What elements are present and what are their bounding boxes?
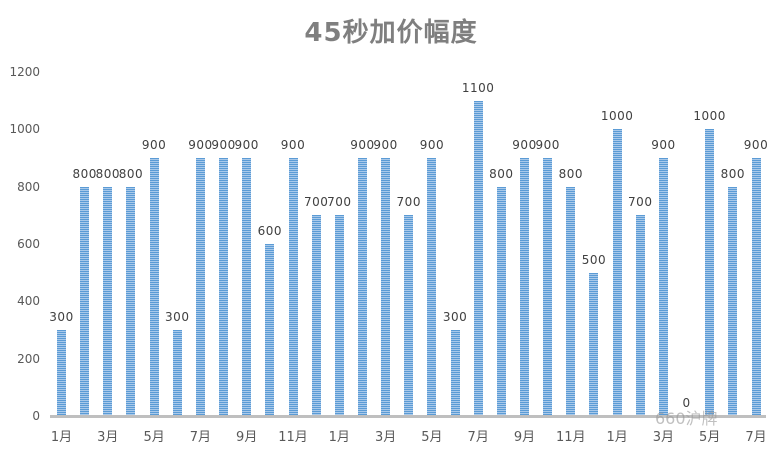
x-tick-label: 3月	[374, 430, 397, 445]
bar	[219, 158, 229, 416]
data-label: 300	[442, 310, 468, 324]
bar	[496, 186, 506, 416]
bar	[57, 330, 66, 416]
bar	[543, 158, 553, 416]
data-label: 800	[720, 166, 746, 181]
data-label: 1000	[693, 109, 726, 124]
bar	[103, 186, 113, 416]
bar	[334, 215, 344, 416]
bar	[751, 158, 761, 416]
y-tick-label: 1200	[9, 65, 40, 79]
data-label: 1100	[461, 80, 495, 95]
y-tick-label: 400	[17, 294, 40, 309]
bar	[288, 158, 298, 416]
data-label: 800	[95, 166, 120, 181]
bar	[80, 186, 90, 416]
data-label: 900	[373, 138, 398, 152]
x-tick-label: 1月	[50, 430, 73, 445]
y-tick-label: 0	[32, 409, 40, 423]
data-label: 800	[558, 166, 583, 181]
data-label: 700	[303, 195, 329, 210]
data-label: 900	[280, 138, 306, 152]
y-tick-label: 200	[17, 351, 40, 366]
data-label: 900	[743, 138, 769, 152]
data-label: 300	[49, 310, 74, 324]
bar	[126, 186, 136, 416]
x-tick-label: 7月	[467, 430, 489, 445]
data-label: 600	[257, 224, 283, 238]
y-tick-label: 800	[17, 179, 40, 194]
data-label: 900	[350, 138, 375, 152]
data-label: 900	[651, 138, 676, 152]
watermark: 660沪牌	[655, 409, 718, 428]
data-label: 900	[419, 138, 445, 152]
x-axis-line	[50, 415, 766, 418]
bar	[265, 244, 275, 416]
chart-title: 45秒加价幅度	[304, 18, 478, 48]
x-tick-label: 11月	[278, 430, 308, 445]
bar	[473, 100, 483, 416]
data-label: 900	[512, 138, 537, 152]
data-label: 900	[234, 138, 259, 152]
data-label: 900	[188, 138, 213, 152]
data-label: 700	[396, 195, 421, 210]
x-tick-label: 5月	[143, 430, 165, 445]
bar	[728, 186, 738, 416]
bar	[612, 129, 622, 416]
bar	[195, 158, 205, 416]
x-tick-label: 1月	[328, 430, 350, 445]
bar	[404, 215, 414, 416]
data-label: 900	[141, 138, 167, 152]
data-label: 700	[628, 195, 653, 210]
bar	[520, 158, 529, 416]
y-tick-label: 1000	[9, 122, 40, 137]
bar	[427, 158, 437, 416]
x-tick-label: 5月	[421, 430, 443, 445]
bar	[566, 186, 576, 416]
bar	[705, 129, 715, 416]
x-tick-label: 9月	[236, 430, 258, 445]
data-label: 900	[211, 138, 236, 152]
x-tick-label: 9月	[513, 430, 536, 445]
bar	[589, 272, 599, 416]
data-label: 300	[165, 310, 190, 324]
y-tick-label: 600	[17, 237, 40, 251]
data-label: 800	[72, 166, 97, 181]
bar	[635, 215, 645, 416]
data-label: 500	[581, 252, 607, 267]
data-label: 1000	[600, 109, 634, 124]
bar	[450, 330, 460, 416]
bar	[357, 158, 367, 416]
x-tick-label: 3月	[652, 430, 675, 445]
data-label: 800	[118, 166, 144, 181]
bar	[172, 330, 182, 416]
data-label: 800	[489, 166, 514, 181]
data-label: 0	[682, 396, 691, 410]
x-tick-label: 5月	[699, 430, 721, 445]
x-tick-label: 11月	[556, 430, 586, 445]
bar	[658, 158, 668, 416]
data-label: 900	[535, 138, 560, 152]
x-tick-label: 7月	[745, 430, 767, 445]
bar	[242, 158, 252, 416]
x-tick-label: 7月	[189, 430, 212, 445]
data-label: 700	[327, 195, 352, 210]
x-tick-label: 1月	[606, 430, 628, 445]
bar	[311, 215, 321, 416]
x-tick-label: 3月	[97, 430, 119, 445]
bar	[149, 158, 159, 416]
bar	[381, 158, 391, 416]
